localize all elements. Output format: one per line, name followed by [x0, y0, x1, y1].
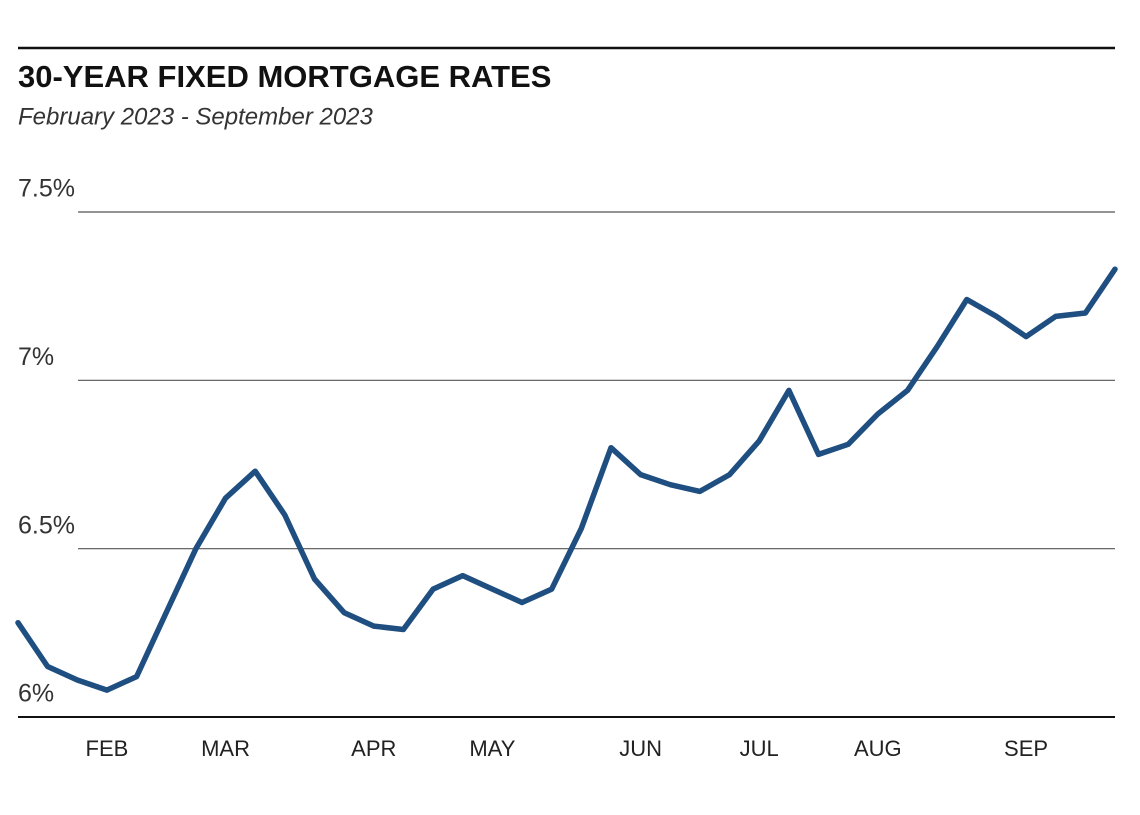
y-tick-label: 7.5%	[18, 175, 75, 203]
x-tick-label: JUL	[740, 736, 779, 761]
x-tick-label: SEP	[1004, 736, 1048, 761]
x-tick-label: FEB	[86, 736, 129, 761]
y-tick-label: 6%	[18, 680, 54, 708]
chart-subtitle: February 2023 - September 2023	[18, 103, 374, 130]
x-tick-label: MAY	[469, 736, 515, 761]
y-tick-label: 6.5%	[18, 511, 75, 539]
x-tick-label: MAR	[201, 736, 250, 761]
y-tick-label: 7%	[18, 343, 54, 371]
x-tick-label: JUN	[619, 736, 662, 761]
chart-title: 30-YEAR FIXED MORTGAGE RATES	[18, 59, 551, 94]
x-tick-label: APR	[351, 736, 396, 761]
series-line	[15, 266, 1118, 693]
x-tick-label: AUG	[854, 736, 902, 761]
